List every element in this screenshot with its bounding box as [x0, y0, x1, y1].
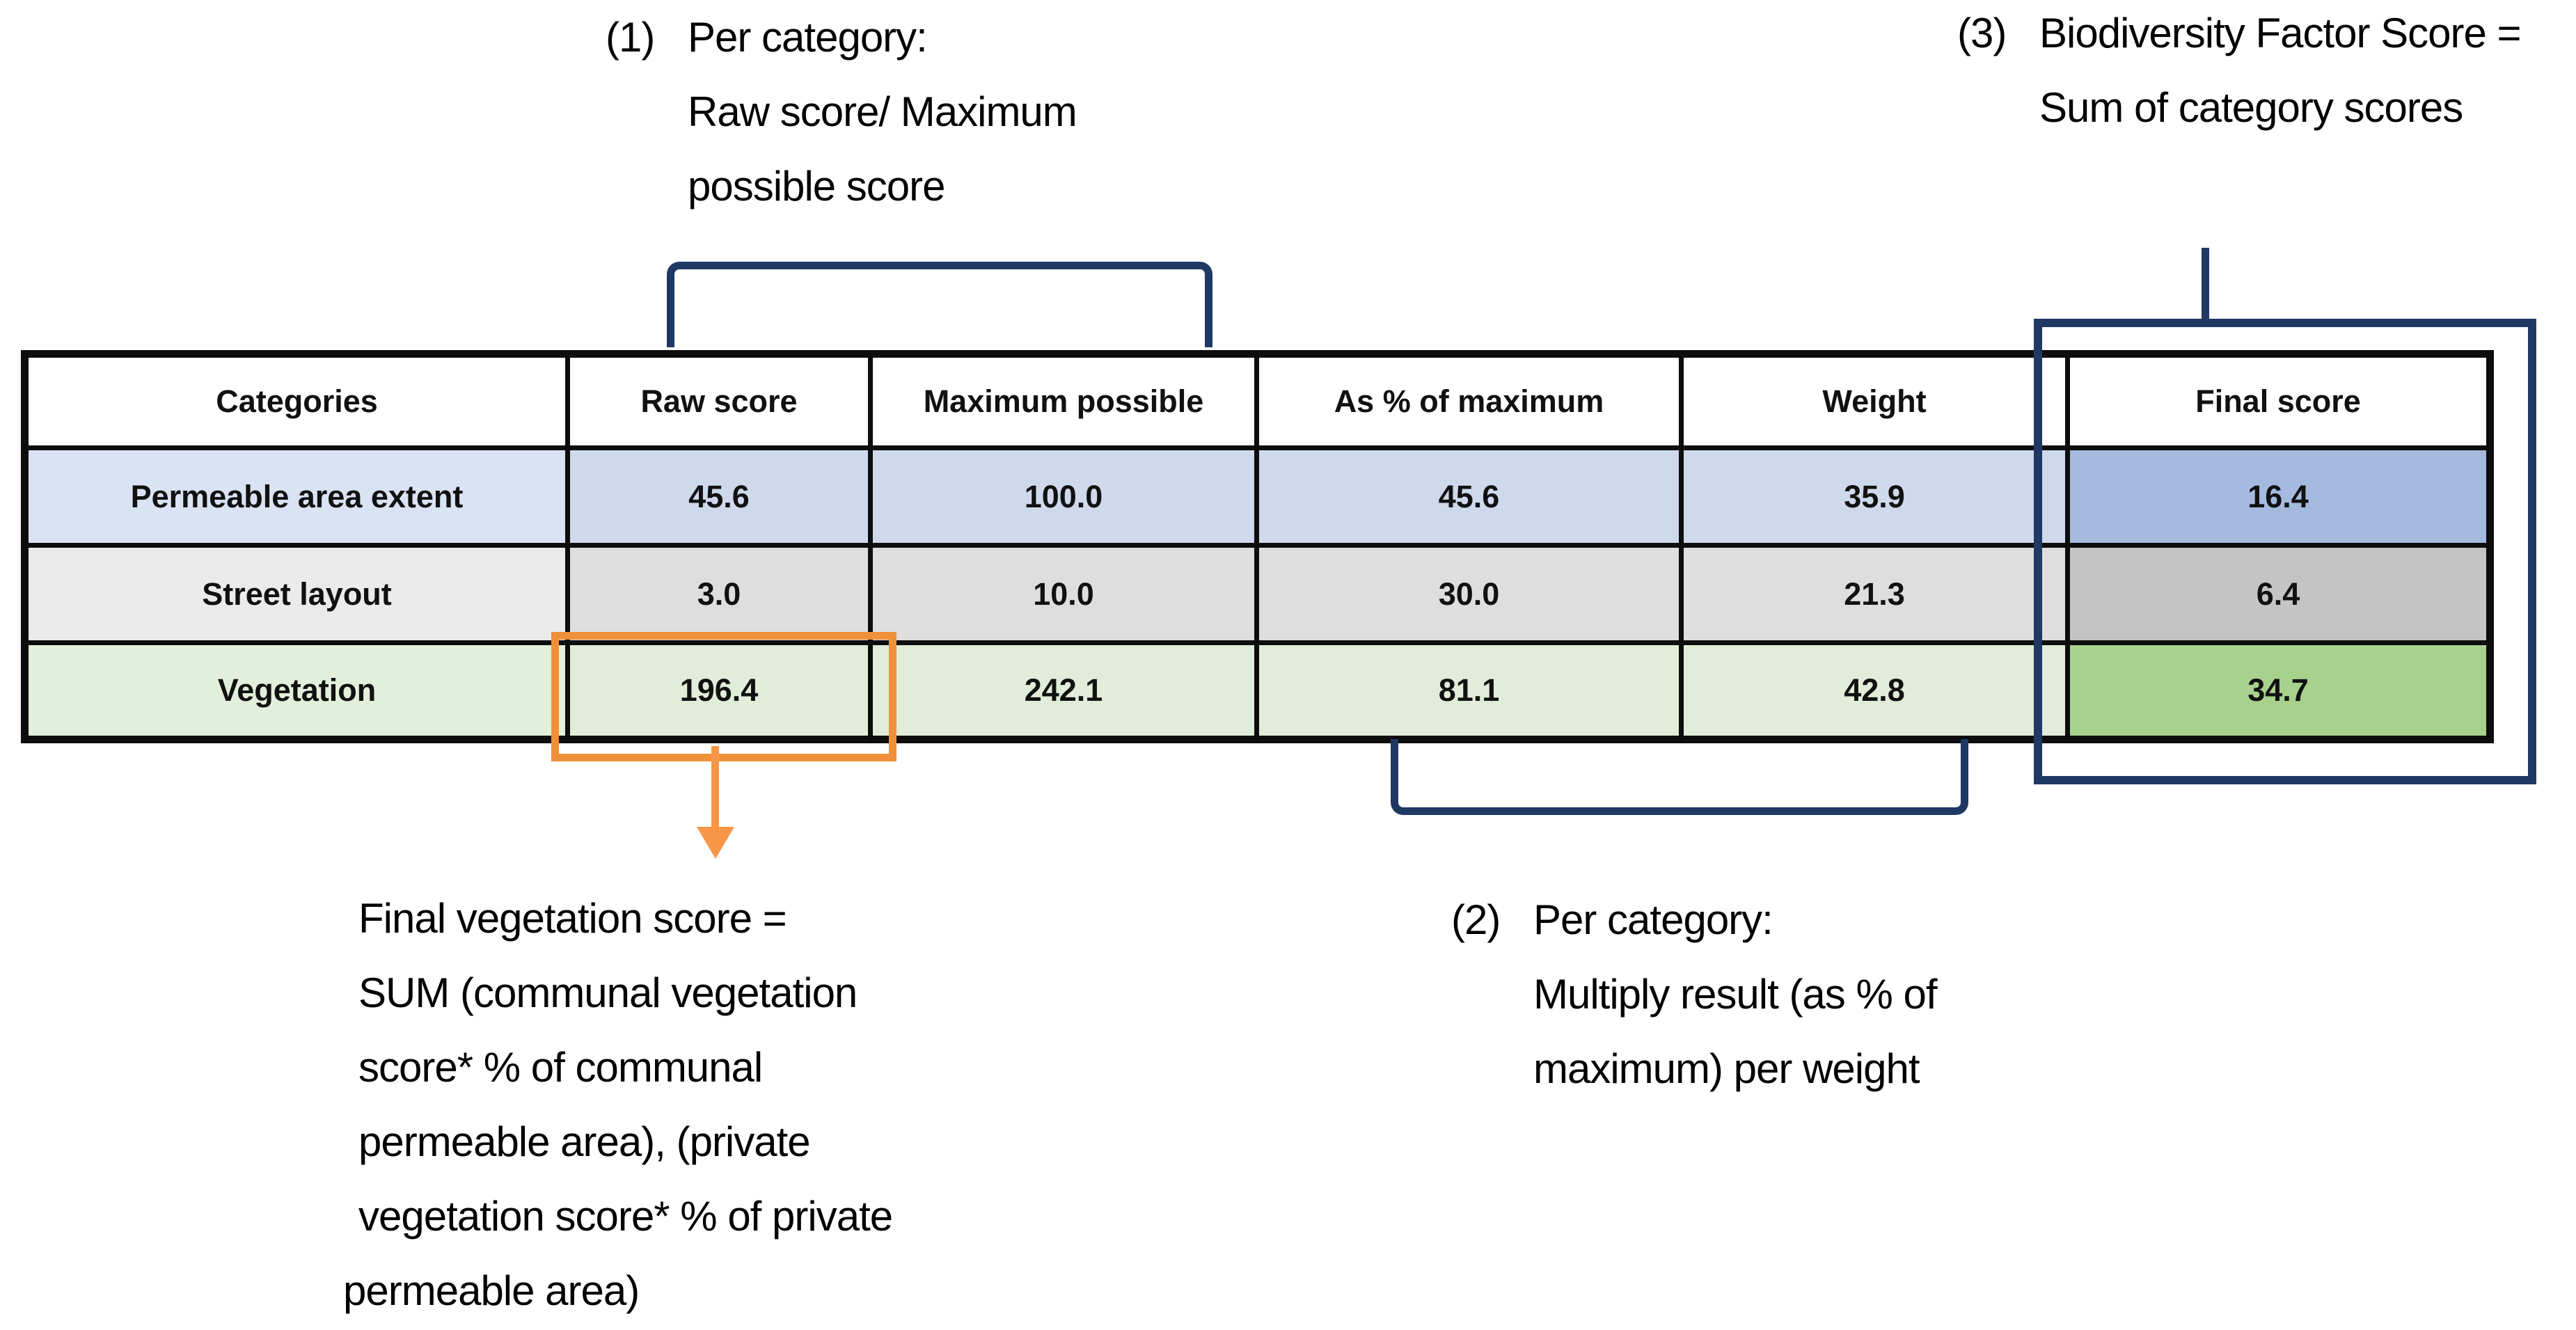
down-arrow-head: [697, 827, 734, 859]
final-score-connector-line: [2202, 248, 2209, 319]
annotation-step3: (3) Biodiversity Factor Score = Sum of c…: [1957, 0, 2522, 145]
cell-as-pct-of-maximum: 30.0: [1254, 543, 1684, 645]
header-final-score: Final score: [2065, 351, 2492, 450]
step2-number: (2): [1451, 896, 1501, 943]
score-table: Categories Raw score Maximum possible As…: [21, 350, 2494, 743]
header-raw-score: Raw score: [565, 351, 873, 450]
cell-final-score: 16.4: [2065, 445, 2492, 548]
step3-line2: Sum of category scores: [2039, 84, 2463, 131]
step2-line3: maximum) per weight: [1533, 1045, 1920, 1092]
annotation-step2: (2) Per category: Multiply result (as % …: [1451, 882, 1938, 1106]
step2-line1: Per category:: [1533, 896, 1773, 943]
cell-category: Permeable area extent: [22, 445, 570, 548]
cell-raw-score: 196.4: [565, 640, 873, 742]
vegetation-note-line3: score* % of communal: [358, 1044, 763, 1091]
row-permeable-area-extent: Permeable area extent 45.6 100.0 45.6 35…: [22, 445, 2492, 548]
step1-number: (1): [606, 14, 655, 61]
step2-line2: Multiply result (as % of: [1533, 971, 1938, 1018]
vegetation-raw-score-highlight-box: [551, 632, 896, 761]
step1-line2: Raw score/ Maximum: [688, 88, 1077, 135]
down-arrow-stem: [711, 746, 719, 827]
row-vegetation: Vegetation 196.4 242.1 81.1 42.8 34.7: [22, 640, 2492, 742]
final-score-outline-box: [2034, 319, 2536, 784]
raw-max-bracket: [667, 262, 1212, 347]
vegetation-note: Final vegetation score = SUM (communal v…: [343, 881, 893, 1328]
cell-maximum-possible: 100.0: [868, 445, 1259, 548]
row-street-layout: Street layout 3.0 10.0 30.0 21.3 6.4: [22, 543, 2492, 645]
pct-weight-bracket: [1391, 739, 1968, 815]
cell-weight: 21.3: [1679, 543, 2070, 645]
header-row: Categories Raw score Maximum possible As…: [22, 351, 2492, 450]
cell-maximum-possible: 10.0: [868, 543, 1259, 645]
cell-final-score: 6.4: [2065, 543, 2492, 645]
cell-category: Vegetation: [22, 640, 570, 742]
cell-final-score: 34.7: [2065, 640, 2492, 742]
header-weight: Weight: [1679, 351, 2070, 450]
step1-line1: Per category:: [688, 14, 928, 61]
vegetation-note-line4: permeable area), (private: [358, 1118, 811, 1165]
step1-line3: possible score: [688, 163, 946, 209]
step3-line1: Biodiversity Factor Score =: [2039, 10, 2522, 56]
cell-raw-score: 3.0: [565, 543, 873, 645]
vegetation-note-line2: SUM (communal vegetation: [358, 969, 858, 1016]
vegetation-note-line1: Final vegetation score =: [358, 895, 787, 942]
cell-as-pct-of-maximum: 81.1: [1254, 640, 1684, 742]
header-maximum-possible: Maximum possible: [868, 351, 1259, 450]
vegetation-note-line5: vegetation score* % of private: [358, 1193, 893, 1240]
step3-number: (3): [1957, 10, 2007, 56]
cell-as-pct-of-maximum: 45.6: [1254, 445, 1684, 548]
annotation-step1: (1) Per category: Raw score/ Maximum pos…: [606, 0, 1077, 223]
vegetation-note-line6: permeable area): [343, 1267, 640, 1314]
cell-raw-score: 45.6: [565, 445, 873, 548]
cell-weight: 42.8: [1679, 640, 2070, 742]
header-as-pct-of-maximum: As % of maximum: [1254, 351, 1684, 450]
header-categories: Categories: [22, 351, 570, 450]
cell-category: Street layout: [22, 543, 570, 645]
cell-maximum-possible: 242.1: [868, 640, 1259, 742]
cell-weight: 35.9: [1679, 445, 2070, 548]
